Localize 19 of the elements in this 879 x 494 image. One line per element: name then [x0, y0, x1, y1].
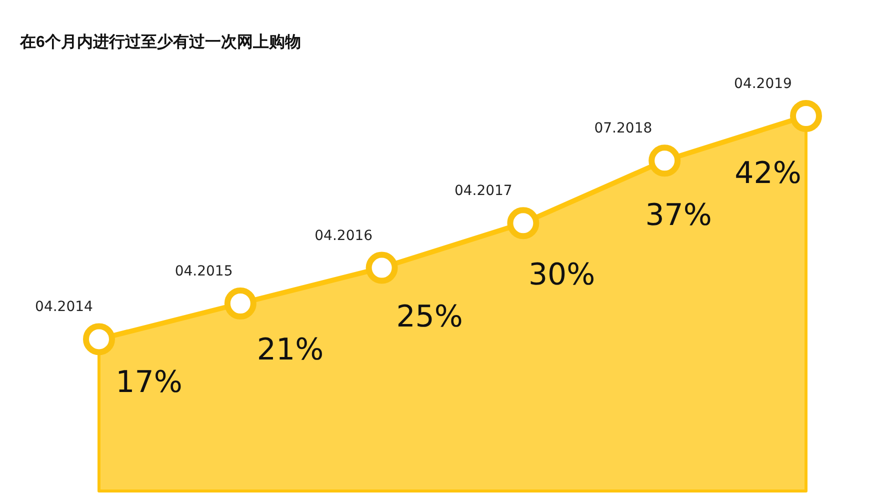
data-label: 17% — [116, 365, 182, 400]
point — [790, 100, 822, 132]
x-tick-label: 07.2018 — [594, 120, 652, 137]
x-tick-label: 04.2019 — [734, 76, 792, 92]
x-tick-label: 04.2015 — [174, 264, 233, 280]
data-label: 37% — [645, 198, 712, 233]
data-label: 30% — [528, 258, 596, 293]
data-label: 42% — [734, 156, 802, 191]
point — [648, 144, 681, 177]
point — [83, 323, 115, 356]
x-tick-label: 04.2017 — [454, 183, 512, 200]
chart-title: 在6个月内进行过至少有过一次网上购物 — [19, 33, 301, 51]
point — [507, 207, 540, 240]
x-tick-label: 04.2016 — [314, 228, 373, 244]
x-tick-label: 04.2014 — [35, 299, 94, 316]
data-label: 21% — [256, 332, 324, 368]
point — [224, 288, 256, 320]
point — [366, 252, 398, 284]
data-label: 25% — [396, 299, 463, 334]
